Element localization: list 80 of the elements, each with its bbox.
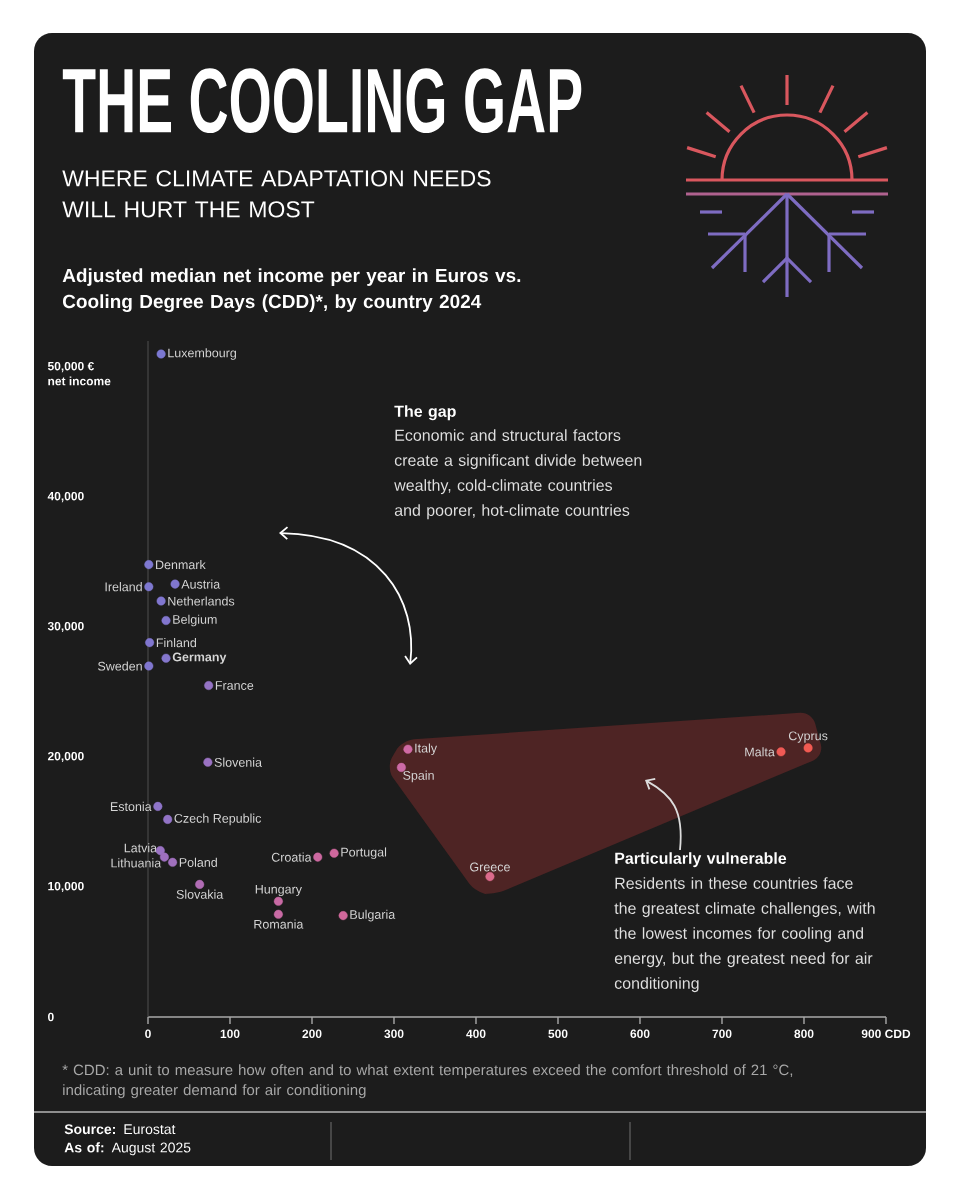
y-tick-label: 10,000 [48, 881, 84, 893]
point [273, 896, 283, 906]
point [156, 596, 166, 606]
annotation: Greece [470, 862, 510, 872]
annotation: Denmark [156, 560, 206, 570]
y-axis-title: net income [48, 376, 111, 386]
point [144, 661, 154, 671]
point [145, 638, 155, 648]
y-tick-label: 0 [48, 1012, 54, 1022]
point [195, 879, 205, 889]
point [203, 757, 213, 767]
point [161, 616, 171, 626]
x-tick-label: 900 CDD [861, 1029, 911, 1039]
text: Source: Eurostat [64, 1124, 176, 1135]
point [163, 814, 173, 824]
text: As of: August 2025 [64, 1142, 191, 1156]
annotation: Czech Republic [174, 813, 262, 826]
annotation: Germany [172, 652, 227, 664]
point [776, 747, 786, 757]
annotation: Economic and structural factors create a significant divide between wealthy, cold-climate countries and poorer, hot-climate countries [394, 429, 642, 520]
annotation: Croatia [271, 852, 312, 862]
point [803, 743, 813, 753]
point [396, 762, 406, 772]
annotation: Belgium [173, 614, 217, 627]
point [403, 744, 413, 754]
y-tick-label: 50,000 € [47, 361, 95, 373]
y-tick-label: 40,000 [47, 491, 84, 503]
point [144, 560, 154, 570]
annotation: Malta [745, 747, 775, 757]
annotation: Spain [403, 770, 434, 783]
x-tick-label: 500 [548, 1029, 568, 1039]
x-tick-label: 100 [220, 1029, 240, 1039]
point [329, 848, 339, 858]
annotation: Hungary [255, 884, 302, 897]
annotation: Sweden [98, 661, 142, 671]
x-tick-label: 300 [384, 1029, 404, 1039]
annotation: Poland [179, 857, 217, 867]
annotation: Lithuania [111, 858, 162, 868]
annotation: Estonia [110, 801, 152, 811]
text: Adjusted median net income per year in Euros vs. Cooling Degree Days (CDD)*, by country 2024 [62, 268, 521, 313]
annotation: Ireland [105, 582, 142, 592]
annotation: Portugal [341, 847, 387, 860]
annotation: France [215, 681, 254, 690]
annotation: Slovakia [176, 889, 224, 899]
x-tick-label: 0 [145, 1029, 151, 1039]
x-tick-label: 700 [712, 1029, 732, 1039]
annotation: Luxembourg [168, 348, 236, 360]
point [313, 852, 323, 862]
point [153, 801, 163, 811]
annotation: Latvia [124, 843, 158, 853]
annotation: Netherlands [168, 596, 235, 606]
x-tick-label: 200 [302, 1029, 322, 1039]
x-tick-label: 800 [794, 1029, 814, 1039]
annotation: Cyprus [788, 731, 828, 743]
point [168, 857, 178, 867]
annotation: Romania [254, 919, 304, 929]
annotation: Italy [415, 743, 438, 756]
x-tick-label: 400 [466, 1029, 486, 1039]
y-tick-label: 20,000 [47, 751, 84, 763]
point [485, 872, 495, 882]
point [161, 653, 171, 663]
annotation: Finland [156, 638, 197, 648]
chart-title: THE COOLING GAP [62, 68, 582, 134]
chart-subtitle: WHERE CLIMATE ADAPTATION NEEDS WILL HURT THE MOST [62, 170, 491, 218]
annotation: Residents in these countries face the greatest climate challenges, with the lowest incomes for cooling and energy, but the greatest need for air conditioning [614, 877, 875, 993]
point [338, 911, 348, 921]
y-tick-label: 30,000 [47, 621, 84, 633]
annotation: Particularly vulnerable [615, 852, 787, 868]
point [159, 852, 169, 862]
point [170, 579, 180, 589]
x-tick-label: 600 [630, 1029, 650, 1039]
point [156, 349, 166, 359]
point [273, 909, 283, 919]
annotation: Austria [181, 579, 221, 589]
point [144, 582, 154, 592]
text: * CDD: a unit to measure how often and to what extent temperatures exceed the comfort threshold of 21 °C, indicating greater demand for air conditioning [62, 1064, 793, 1099]
annotation: Bulgaria [350, 909, 396, 922]
annotation: Slovenia [214, 757, 262, 767]
point [204, 681, 214, 691]
annotation: The gap [394, 405, 456, 421]
